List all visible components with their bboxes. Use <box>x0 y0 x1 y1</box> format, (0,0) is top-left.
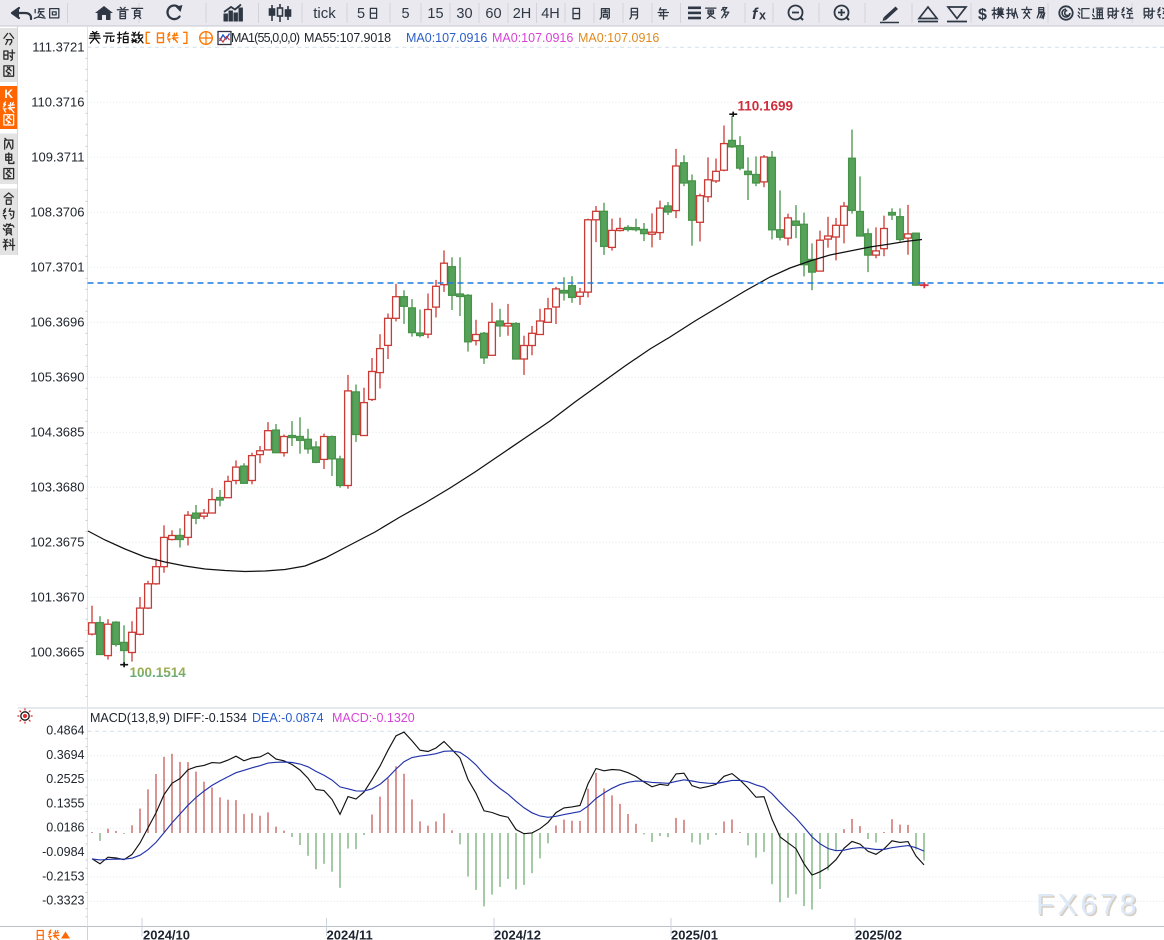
svg-text:111.3721: 111.3721 <box>32 40 84 55</box>
svg-text:4H: 4H <box>541 6 560 22</box>
svg-text:5: 5 <box>401 6 409 22</box>
svg-text:2024/10: 2024/10 <box>143 928 190 940</box>
svg-text:FX678: FX678 <box>1038 890 1141 923</box>
svg-text:0.4864: 0.4864 <box>46 724 84 738</box>
svg-text:107.3701: 107.3701 <box>30 260 84 275</box>
svg-text:105.3690: 105.3690 <box>30 370 84 385</box>
svg-text:MACD(13,8,9) DIFF:-0.1534: MACD(13,8,9) DIFF:-0.1534 <box>90 711 247 725</box>
svg-text:-0.2153: -0.2153 <box>42 869 84 883</box>
svg-text:$: $ <box>978 7 987 24</box>
svg-text:106.3696: 106.3696 <box>30 315 84 330</box>
svg-text:MA55:107.9018: MA55:107.9018 <box>304 31 391 45</box>
svg-text:101.3670: 101.3670 <box>30 590 84 605</box>
svg-text:2024/11: 2024/11 <box>327 928 373 940</box>
svg-text:FX678: FX678 <box>1036 889 1139 922</box>
svg-text:110.3716: 110.3716 <box>31 95 84 110</box>
svg-text:102.3675: 102.3675 <box>30 535 84 550</box>
svg-text:-0.0984: -0.0984 <box>42 845 84 859</box>
svg-text:100.1514: 100.1514 <box>130 665 187 680</box>
svg-text:MA0:107.0916: MA0:107.0916 <box>578 31 659 45</box>
svg-text:108.3706: 108.3706 <box>30 205 84 220</box>
svg-text:tick: tick <box>313 5 336 22</box>
svg-text:MA1(55,0,0,0): MA1(55,0,0,0) <box>231 31 300 45</box>
svg-text:110.1699: 110.1699 <box>738 99 794 114</box>
svg-text:x: x <box>759 9 766 23</box>
svg-text:104.3685: 104.3685 <box>30 425 84 440</box>
svg-text:0.1355: 0.1355 <box>46 796 84 810</box>
svg-text:103.3680: 103.3680 <box>30 480 84 495</box>
svg-text:100.3665: 100.3665 <box>30 645 84 660</box>
svg-text:30: 30 <box>456 6 472 22</box>
svg-text:DEA:-0.0874: DEA:-0.0874 <box>252 711 324 725</box>
svg-text:0.0186: 0.0186 <box>46 821 84 835</box>
svg-text:5: 5 <box>357 6 365 22</box>
svg-text:0.3694: 0.3694 <box>46 748 84 762</box>
svg-text:2025/01: 2025/01 <box>671 928 718 940</box>
svg-text:MA0:107.0916: MA0:107.0916 <box>406 31 487 45</box>
svg-text:15: 15 <box>427 6 443 22</box>
svg-text:2H: 2H <box>513 6 532 22</box>
svg-text:60: 60 <box>485 6 501 22</box>
svg-text:0.2525: 0.2525 <box>46 772 84 786</box>
svg-text:f: f <box>752 6 759 23</box>
svg-text:109.3711: 109.3711 <box>31 150 84 165</box>
svg-text:K: K <box>4 87 13 101</box>
svg-text:2024/12: 2024/12 <box>494 928 541 940</box>
svg-text:-0.3323: -0.3323 <box>42 894 84 908</box>
svg-text:2025/02: 2025/02 <box>855 928 902 940</box>
svg-text:MACD:-0.1320: MACD:-0.1320 <box>332 711 415 725</box>
svg-text:MA0:107.0916: MA0:107.0916 <box>492 31 573 45</box>
